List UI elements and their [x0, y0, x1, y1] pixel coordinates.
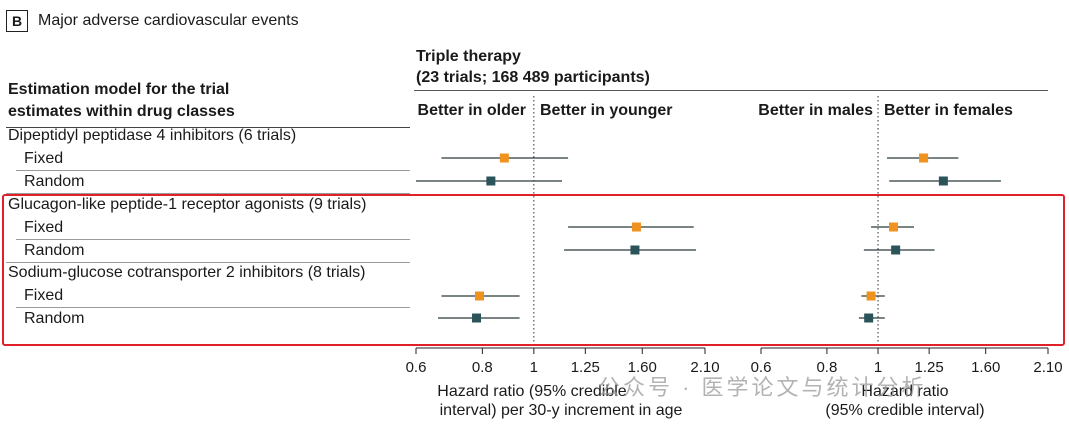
point-estimate-marker — [891, 245, 901, 255]
point-estimate-marker — [631, 222, 641, 232]
direction-right-2: Better in females — [884, 102, 1013, 119]
x-tick-label: 1.25 — [571, 359, 600, 376]
watermark: 公众号 · 医学论文与统计分析 — [598, 375, 927, 400]
direction-right-1: Better in younger — [540, 102, 673, 119]
group-label-glp1: Glucagon-like peptide-1 receptor agonist… — [8, 196, 367, 213]
direction-left-2: Better in males — [758, 102, 873, 119]
point-estimate-marker — [864, 313, 874, 323]
point-estimate-marker — [499, 153, 509, 163]
panel-letter: B — [6, 10, 28, 32]
point-estimate-marker — [630, 245, 640, 255]
row-divider — [16, 239, 410, 240]
triple-therapy-subtitle: (23 trials; 168 489 participants) — [416, 69, 650, 86]
point-estimate-marker — [919, 153, 929, 163]
row-divider — [16, 307, 410, 308]
model-label-fixed: Fixed — [24, 219, 64, 236]
direction-left-1: Better in older — [417, 102, 526, 119]
x-axis-label-2-line1: Hazard ratio — [861, 383, 949, 400]
group-label-sglt2: Sodium-glucose cotransporter 2 inhibitor… — [8, 264, 366, 281]
estimation-header-line2: estimates within drug classes — [8, 103, 235, 120]
x-tick-label: 0.8 — [472, 359, 493, 376]
x-tick-label: 1.60 — [971, 359, 1000, 376]
x-tick-label: 0.6 — [406, 359, 427, 376]
group-label-dpp4: Dipeptidyl peptidase 4 inhibitors (6 tri… — [8, 127, 297, 144]
point-estimate-marker — [472, 313, 482, 323]
row-divider — [6, 262, 410, 263]
highlight-box — [2, 194, 1065, 346]
row-divider — [16, 170, 410, 171]
label-header-rule — [6, 127, 410, 128]
model-label-fixed: Fixed — [24, 287, 64, 304]
model-label-fixed: Fixed — [24, 150, 64, 167]
point-estimate-marker — [474, 291, 484, 301]
x-tick-label: 0.6 — [751, 359, 772, 376]
x-axis-label-1-line2: interval) per 30-y increment in age — [439, 402, 683, 419]
point-estimate-marker — [938, 176, 948, 186]
panel-title: Major adverse cardiovascular events — [38, 12, 299, 29]
x-axis-label-1-line1: Hazard ratio (95% credible — [437, 383, 627, 400]
model-label-random: Random — [24, 242, 85, 259]
point-estimate-marker — [889, 222, 899, 232]
x-tick-label: 2.10 — [690, 359, 719, 376]
x-tick-label: 1 — [530, 359, 538, 376]
model-label-random: Random — [24, 310, 85, 327]
estimation-header-line1: Estimation model for the trial — [8, 81, 230, 98]
triple-therapy-title: Triple therapy — [416, 48, 521, 65]
x-tick-label: 1.25 — [915, 359, 944, 376]
x-tick-label: 2.10 — [1033, 359, 1062, 376]
x-tick-label: 1.60 — [628, 359, 657, 376]
x-tick-label: 1 — [874, 359, 882, 376]
point-estimate-marker — [866, 291, 876, 301]
x-tick-label: 0.8 — [816, 359, 837, 376]
x-axis-label-2-line2: (95% credible interval) — [825, 402, 985, 419]
header-rule — [414, 90, 1048, 91]
point-estimate-marker — [486, 176, 496, 186]
model-label-random: Random — [24, 173, 85, 190]
panel-header: B Major adverse cardiovascular events — [6, 8, 299, 34]
row-divider — [6, 193, 410, 194]
